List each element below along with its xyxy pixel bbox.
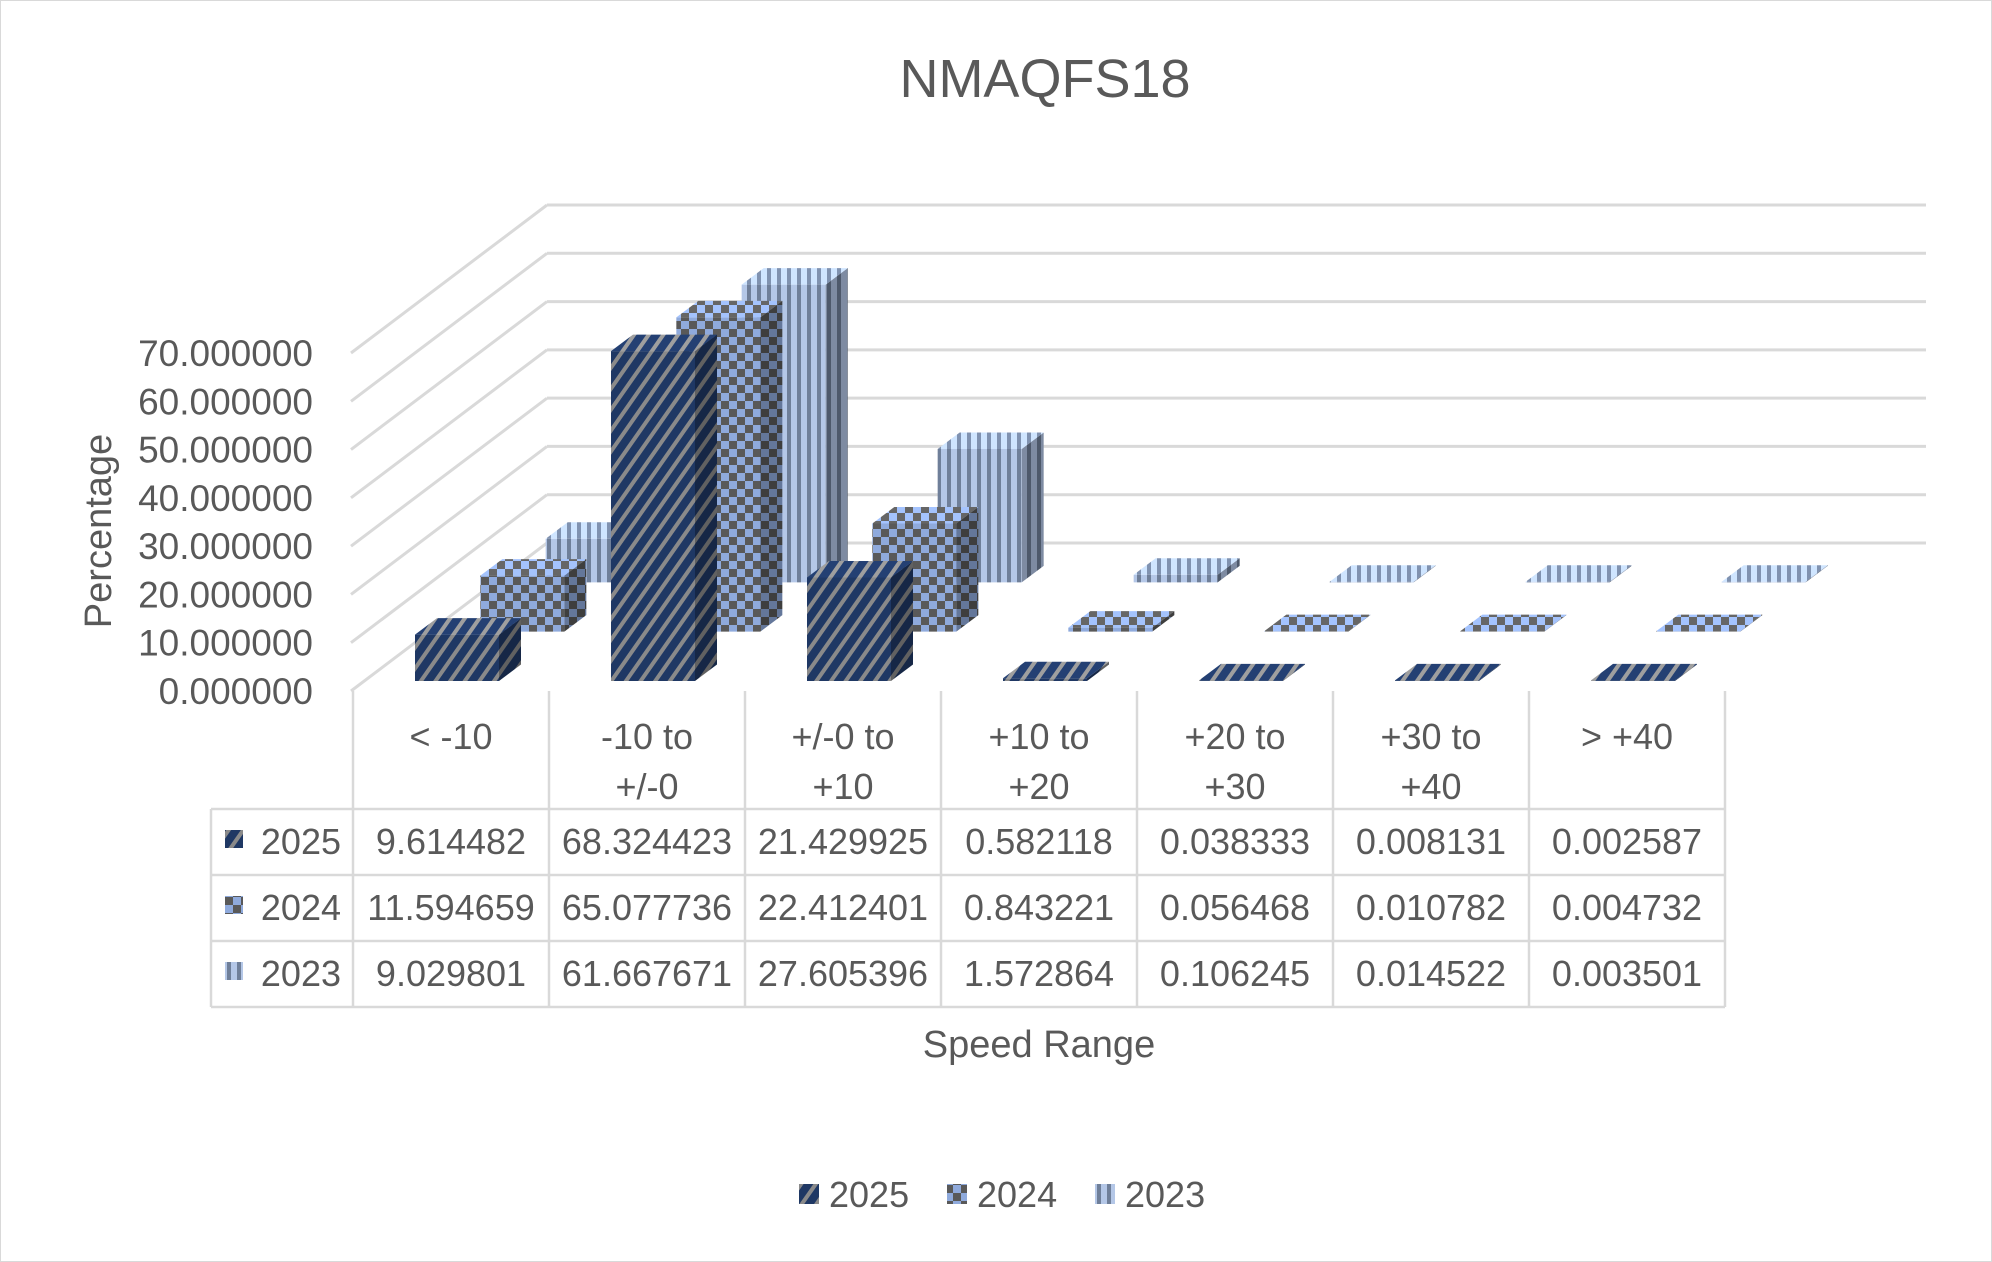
gridline: [350, 348, 1926, 500]
bar-2025-4: [1199, 663, 1305, 681]
x-category-label: +20: [1008, 766, 1069, 807]
x-category-label: -10 to: [601, 716, 693, 757]
legend-label: 2024: [977, 1174, 1057, 1215]
gridline: [350, 251, 1926, 403]
bar-2025-0: [415, 618, 521, 681]
table-cell: 61.667671: [562, 953, 732, 994]
table-cell: 0.056468: [1160, 887, 1310, 928]
y-tick-label: 60.000000: [138, 381, 313, 422]
table-series-name: 2024: [261, 887, 341, 928]
bar-2024-0: [480, 559, 587, 632]
bar-2023-3: [1133, 558, 1240, 583]
chart-title: NMAQFS18: [899, 49, 1190, 109]
y-tick-label: 70.000000: [138, 333, 313, 374]
table-cell: 0.843221: [964, 887, 1114, 928]
table-series-name: 2025: [261, 821, 341, 862]
x-category-label: < -10: [409, 716, 492, 757]
table-cell: 0.106245: [1160, 953, 1310, 994]
bar-2024-3: [1068, 611, 1175, 632]
bar-2023-6: [1721, 565, 1828, 583]
legend-item-2025: 2025: [799, 1174, 909, 1215]
bar-2025-6: [1591, 663, 1697, 681]
table-legend-key: [225, 962, 243, 980]
x-category-label: +30: [1204, 766, 1265, 807]
y-tick-label: 30.000000: [138, 526, 313, 567]
legend-label: 2025: [829, 1174, 909, 1215]
legend-swatch: [947, 1184, 967, 1204]
x-category-label: +10: [812, 766, 873, 807]
table-legend-key: [225, 896, 243, 914]
bar-2024-6: [1656, 614, 1763, 632]
bars: [415, 268, 1828, 681]
table-series-name: 2023: [261, 953, 341, 994]
x-category-label: +10 to: [988, 716, 1089, 757]
x-category-label: > +40: [1581, 716, 1673, 757]
table-legend-key: [225, 830, 243, 848]
table-cell: 0.038333: [1160, 821, 1310, 862]
y-tick-label: 50.000000: [138, 430, 313, 471]
y-axis-label: Percentage: [78, 434, 120, 628]
table-cell: 9.029801: [376, 953, 526, 994]
table-cell: 0.014522: [1356, 953, 1506, 994]
bar-2023-5: [1525, 565, 1632, 583]
y-tick-labels: 0.000000 10.000000 20.000000 30.000000 40.00…: [138, 333, 313, 712]
y-tick-label: 40.000000: [138, 478, 313, 519]
x-category-label: +40: [1400, 766, 1461, 807]
table-cell: 1.572864: [964, 953, 1114, 994]
table-cell: 65.077736: [562, 887, 732, 928]
bar-2023-4: [1329, 565, 1436, 583]
legend-item-2023: 2023: [1095, 1174, 1205, 1215]
table-cell: 0.003501: [1552, 953, 1702, 994]
table-cell: 27.605396: [758, 953, 928, 994]
y-tick-label: 20.000000: [138, 574, 313, 615]
legend-swatch: [799, 1184, 819, 1204]
y-tick-label: 0.000000: [159, 671, 313, 712]
legend: 2025 2024 2023: [799, 1174, 1205, 1215]
table-cell: 0.002587: [1552, 821, 1702, 862]
bar-2024-4: [1264, 614, 1371, 632]
x-category-label: +30 to: [1380, 716, 1481, 757]
table-cell: 11.594659: [367, 887, 535, 928]
legend-label: 2023: [1125, 1174, 1205, 1215]
table-cell: 68.324423: [562, 821, 732, 862]
legend-swatch: [1095, 1184, 1115, 1204]
table-cell: 9.614482: [376, 821, 526, 862]
table-cell: 22.412401: [758, 887, 928, 928]
gridline: [350, 203, 1926, 355]
table-cell: 0.010782: [1356, 887, 1506, 928]
bar-2024-5: [1460, 614, 1567, 632]
bar-2025-5: [1395, 663, 1501, 681]
x-axis-label: Speed Range: [923, 1024, 1155, 1066]
gridline: [350, 300, 1926, 451]
y-tick-label: 10.000000: [138, 623, 313, 664]
data-table: < -10 -10 to +/-0 +/-0 to +10 +10 to +20 +20 to…: [209, 691, 1727, 1009]
table-cell: 0.008131: [1356, 821, 1506, 862]
bar-2025-2: [807, 561, 913, 681]
table-cell: 0.004732: [1552, 887, 1702, 928]
bar-2025-1: [611, 334, 717, 681]
x-category-label: +/-0: [615, 766, 678, 807]
table-cell: 21.429925: [758, 821, 928, 862]
table-cell: 0.582118: [965, 821, 1112, 862]
x-category-label: +20 to: [1184, 716, 1285, 757]
bar-2025-3: [1003, 661, 1109, 681]
legend-item-2024: 2024: [947, 1174, 1057, 1215]
x-category-label: +/-0 to: [791, 716, 894, 757]
